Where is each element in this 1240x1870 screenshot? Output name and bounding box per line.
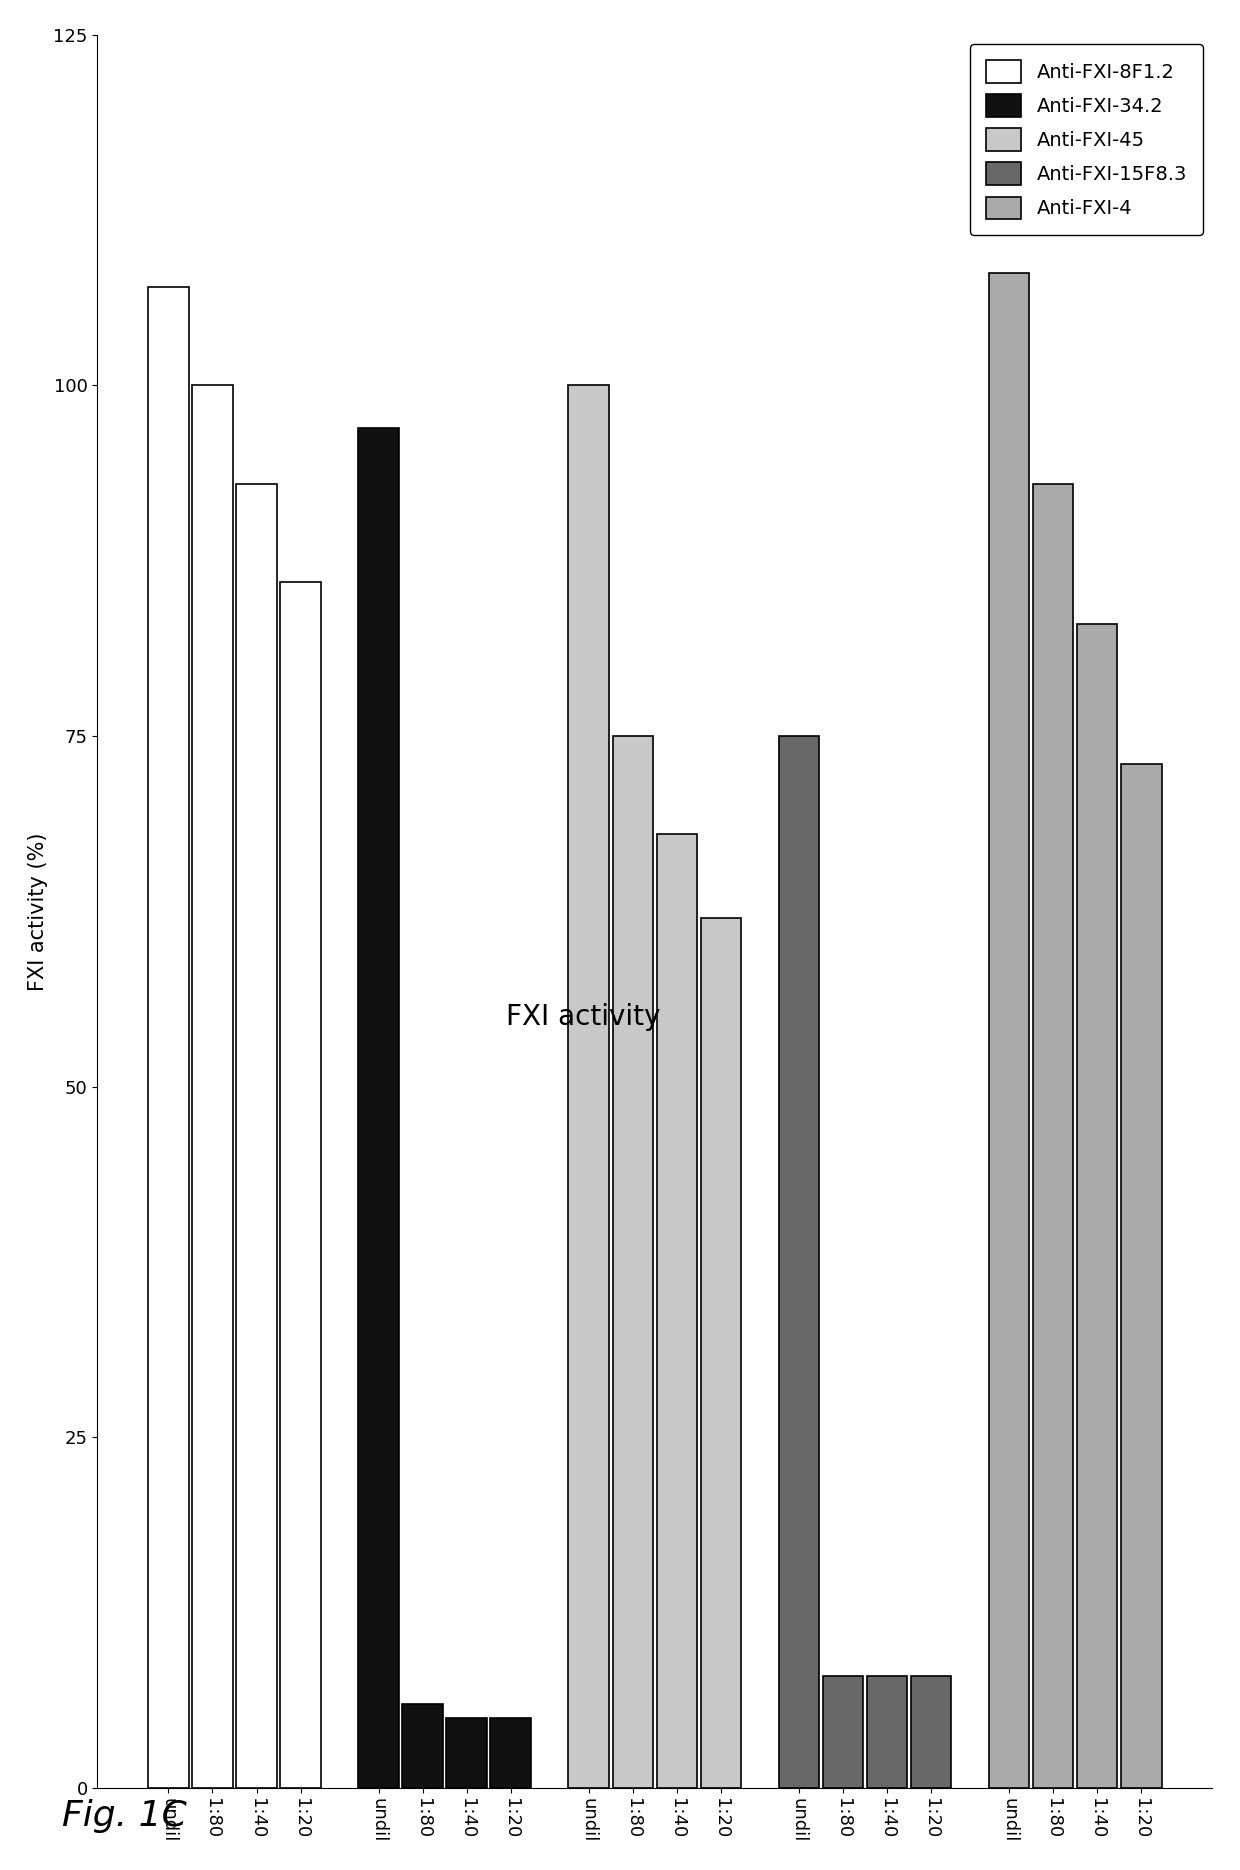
Y-axis label: FXI activity (%): FXI activity (%) [27,832,48,991]
Bar [867,1676,908,1788]
Text: FXI activity: FXI activity [506,1002,661,1030]
Bar [1076,625,1117,1788]
Bar [446,1719,487,1788]
Bar [911,1676,951,1788]
Text: Fig. 1C: Fig. 1C [62,1799,187,1833]
Bar [701,918,742,1788]
Bar [657,834,697,1788]
Bar [192,385,233,1788]
Bar [148,288,188,1788]
Bar [358,428,399,1788]
Bar [280,582,321,1788]
Bar [402,1704,443,1788]
Bar [1033,484,1074,1788]
Bar [237,484,277,1788]
Bar [822,1676,863,1788]
Bar [568,385,609,1788]
Bar [613,737,653,1788]
Bar [1121,765,1162,1788]
Bar [491,1719,531,1788]
Legend: Anti-FXI-8F1.2, Anti-FXI-34.2, Anti-FXI-45, Anti-FXI-15F8.3, Anti-FXI-4: Anti-FXI-8F1.2, Anti-FXI-34.2, Anti-FXI-… [971,45,1203,234]
Bar [988,273,1029,1788]
Bar [779,737,820,1788]
